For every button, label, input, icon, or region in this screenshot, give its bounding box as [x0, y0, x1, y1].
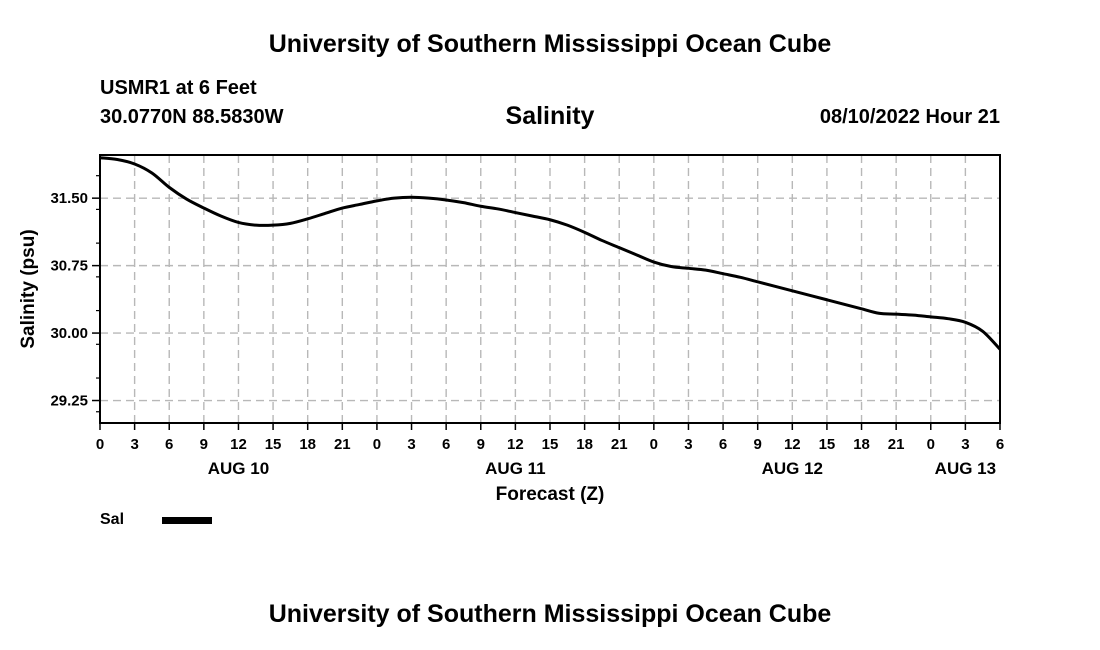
- axes: 0 3 6 9 12 15 18 21 0 3 6 9 12 15 18 21 0 3 6 9 12 15 18 21 0 3 6A…: [50, 175, 1004, 478]
- x-tick-label: 3: [407, 436, 415, 453]
- x-tick-label: 9: [754, 436, 762, 453]
- y-tick-label: 30.75: [50, 258, 88, 275]
- x-tick-label: 12: [230, 436, 247, 453]
- x-tick-label: 15: [265, 436, 282, 453]
- x-tick-label: 0: [650, 436, 658, 453]
- y-tick-label: 30.00: [50, 325, 88, 342]
- x-tick-label: 6: [165, 436, 173, 453]
- x-tick-label: 0: [96, 436, 104, 453]
- x-axis-label: Forecast (Z): [496, 484, 605, 505]
- page-title: University of Southern Mississippi Ocean…: [268, 30, 832, 58]
- legend-label: Sal: [100, 511, 125, 528]
- forecast-datetime: 08/10/2022 Hour 21: [819, 106, 1000, 128]
- footer-title: University of Southern Mississippi Ocean…: [268, 600, 832, 628]
- legend-swatch: [162, 517, 212, 524]
- x-day-label: AUG 11: [485, 459, 545, 478]
- plot-frame: [99, 154, 1001, 424]
- x-tick-label: 18: [853, 436, 870, 453]
- x-tick-label: 12: [507, 436, 524, 453]
- x-tick-label: 15: [542, 436, 559, 453]
- x-tick-label: 0: [373, 436, 381, 453]
- x-day-label: AUG 13: [935, 459, 996, 478]
- chart-title: Salinity: [505, 102, 595, 130]
- x-tick-label: 9: [477, 436, 485, 453]
- x-tick-label: 15: [819, 436, 836, 453]
- y-tick-label: 29.25: [50, 393, 88, 410]
- x-tick-label: 0: [927, 436, 935, 453]
- x-tick-label: 21: [611, 436, 628, 453]
- grid-lines: [100, 155, 1000, 423]
- x-tick-label: 12: [784, 436, 801, 453]
- series-line-sal: [99, 156, 1002, 351]
- y-tick-label: 31.50: [50, 190, 88, 207]
- x-tick-label: 6: [996, 436, 1004, 453]
- x-day-label: AUG 12: [762, 459, 823, 478]
- x-day-label: AUG 10: [208, 459, 269, 478]
- x-tick-label: 9: [200, 436, 208, 453]
- station-coordinates: 30.0770N 88.5830W: [100, 106, 284, 128]
- y-axis-label: Salinity (psu): [18, 229, 39, 348]
- station-label: USMR1 at 6 Feet: [100, 77, 257, 99]
- x-tick-label: 18: [299, 436, 316, 453]
- x-tick-label: 3: [684, 436, 692, 453]
- x-tick-label: 21: [334, 436, 351, 453]
- series-layer: [99, 156, 1002, 351]
- x-tick-label: 21: [888, 436, 905, 453]
- x-tick-label: 6: [442, 436, 450, 453]
- x-tick-label: 3: [961, 436, 969, 453]
- x-tick-label: 18: [576, 436, 593, 453]
- x-tick-label: 6: [719, 436, 727, 453]
- x-tick-label: 3: [130, 436, 138, 453]
